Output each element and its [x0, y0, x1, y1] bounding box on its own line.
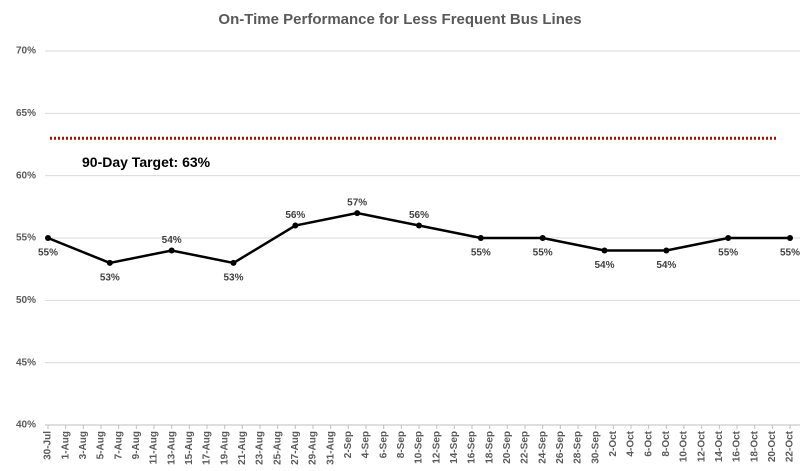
data-label: 57%	[347, 198, 367, 209]
x-tick-label: 28-Sep	[573, 431, 584, 464]
x-tick-label: 12-Sep	[431, 431, 442, 464]
x-tick-label: 18-Oct	[749, 430, 760, 462]
marker	[416, 222, 422, 229]
marker	[539, 235, 546, 241]
data-label: 55%	[718, 248, 738, 259]
x-tick-label: 6-Sep	[378, 431, 389, 458]
x-tick-label: 13-Aug	[166, 431, 177, 465]
data-label: 55%	[471, 248, 491, 259]
x-tick-label: 19-Aug	[219, 431, 230, 465]
marker	[106, 259, 113, 266]
x-tick-label: 23-Aug	[255, 431, 266, 465]
x-tick-label: 31-Aug	[325, 431, 336, 465]
x-tick-label: 24-Sep	[537, 431, 548, 464]
y-tick-label: 60%	[16, 170, 36, 181]
marker	[477, 235, 484, 241]
data-label: 53%	[100, 273, 120, 284]
x-tick-label: 11-Aug	[149, 431, 160, 464]
x-tick-label: 4-Oct	[626, 430, 637, 456]
x-tick-label: 16-Oct	[732, 430, 743, 462]
x-tick-label: 15-Aug	[184, 431, 195, 465]
x-tick-label: 10-Oct	[679, 430, 690, 462]
x-tick-label: 3-Aug	[78, 431, 89, 459]
y-tick-label: 55%	[16, 233, 36, 244]
y-tick-label: 45%	[16, 357, 36, 368]
data-label: 56%	[409, 210, 429, 221]
x-tick-label: 12-Oct	[696, 430, 707, 462]
data-label: 55%	[780, 248, 800, 259]
data-label: 53%	[223, 273, 243, 284]
y-tick-label: 40%	[16, 420, 36, 431]
x-tick-label: 8-Oct	[661, 430, 672, 456]
marker	[725, 235, 732, 241]
x-tick-label: 14-Sep	[449, 431, 460, 464]
x-tick-label: 30-Jul	[43, 431, 54, 460]
data-label: 56%	[285, 210, 305, 221]
y-tick-label: 65%	[16, 108, 36, 119]
marker	[292, 222, 299, 229]
x-tick-label: 16-Sep	[467, 431, 478, 464]
marker	[663, 247, 670, 254]
x-tick-label: 4-Sep	[361, 431, 372, 458]
x-tick-label: 21-Aug	[237, 431, 248, 465]
marker	[230, 259, 237, 266]
x-tick-label: 18-Sep	[484, 431, 495, 464]
x-tick-label: 5-Aug	[96, 431, 107, 459]
data-label: 54%	[594, 260, 614, 271]
x-tick-label: 14-Oct	[714, 430, 725, 462]
x-tick-label: 25-Aug	[272, 431, 283, 465]
y-tick-label: 50%	[16, 295, 36, 306]
marker	[601, 247, 608, 254]
x-tick-label: 2-Oct	[608, 430, 619, 456]
data-label: 54%	[656, 260, 676, 271]
x-tick-label: 2-Sep	[343, 431, 354, 458]
x-tick-label: 20-Sep	[502, 431, 513, 464]
x-tick-label: 9-Aug	[131, 431, 142, 459]
x-tick-label: 6-Oct	[643, 430, 654, 456]
x-tick-label: 8-Sep	[396, 431, 407, 458]
marker	[354, 210, 361, 217]
x-tick-label: 20-Oct	[767, 430, 778, 462]
data-label: 54%	[162, 235, 182, 246]
x-tick-label: 29-Aug	[308, 431, 319, 465]
x-tick-label: 17-Aug	[202, 431, 213, 465]
target-label: 90-Day Target: 63%	[82, 154, 211, 170]
marker	[787, 235, 793, 241]
data-label: 55%	[533, 248, 553, 259]
marker	[45, 235, 51, 241]
y-tick-label: 70%	[16, 46, 36, 57]
x-tick-label: 27-Aug	[290, 431, 301, 465]
x-tick-label: 7-Aug	[113, 431, 124, 459]
marker	[168, 247, 175, 254]
x-tick-label: 22-Sep	[520, 431, 531, 464]
x-tick-label: 30-Sep	[590, 431, 601, 464]
x-tick-label: 1-Aug	[60, 431, 71, 459]
x-tick-label: 22-Oct	[785, 430, 796, 462]
chart-title: On-Time Performance for Less Frequent Bu…	[218, 11, 581, 28]
x-tick-label: 26-Sep	[555, 431, 566, 464]
x-tick-label: 10-Sep	[414, 431, 425, 464]
data-label: 55%	[38, 248, 58, 259]
